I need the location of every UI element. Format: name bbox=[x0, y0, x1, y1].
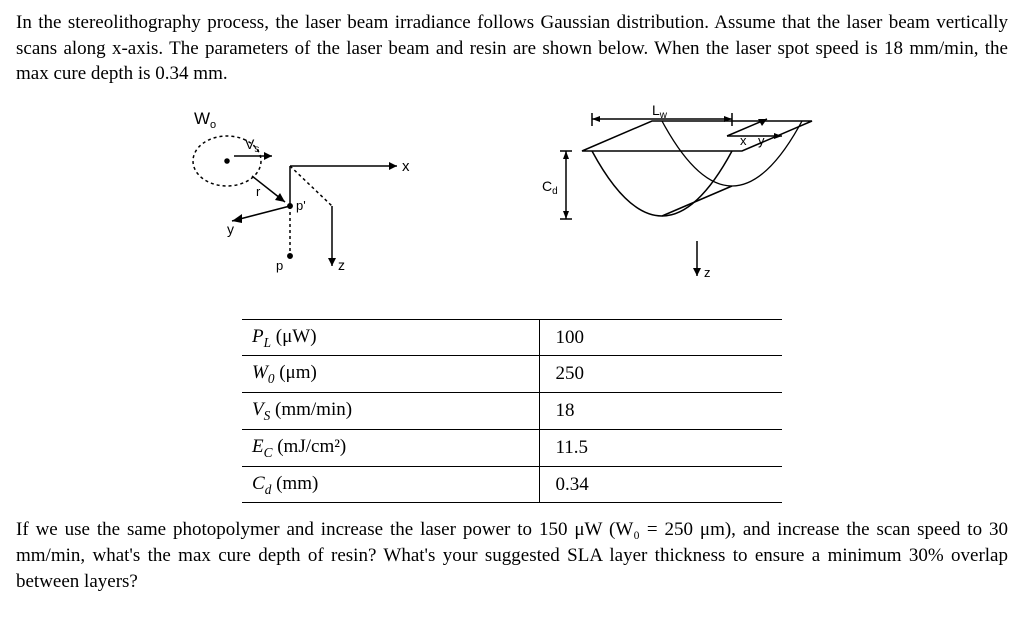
figure-cure-section: Lw Cd x y z bbox=[512, 101, 852, 309]
vs-label: Vs bbox=[245, 136, 259, 155]
table-row: EC (mJ/cm²) 11.5 bbox=[242, 429, 782, 466]
p-label: p bbox=[276, 258, 283, 273]
table-row: Cd (mm) 0.34 bbox=[242, 466, 782, 503]
y-label: y bbox=[227, 221, 234, 237]
table-row: W0 (μm) 250 bbox=[242, 356, 782, 393]
cd-label: Cd bbox=[542, 178, 558, 197]
lw-label: Lw bbox=[652, 102, 668, 121]
w0-label: Wo bbox=[194, 109, 216, 131]
x-label-2: x bbox=[740, 133, 747, 148]
y-label-2: y bbox=[758, 133, 765, 148]
figures-row: Wo Vs x r p' y p z bbox=[16, 101, 1008, 309]
z-label-2: z bbox=[704, 265, 711, 280]
r-label: r bbox=[256, 184, 261, 199]
question-paragraph: If we use the same photopolymer and incr… bbox=[16, 517, 1008, 594]
intro-paragraph: In the stereolithography process, the la… bbox=[16, 10, 1008, 87]
figure-laser-spot: Wo Vs x r p' y p z bbox=[172, 106, 442, 304]
table-row: PL (μW) 100 bbox=[242, 319, 782, 356]
z-label: z bbox=[338, 257, 345, 273]
pprime-label: p' bbox=[296, 198, 306, 213]
parameters-table: PL (μW) 100 W0 (μm) 250 VS (mm/min) 18 E… bbox=[242, 319, 782, 504]
x-label: x bbox=[402, 158, 410, 175]
table-row: VS (mm/min) 18 bbox=[242, 393, 782, 430]
